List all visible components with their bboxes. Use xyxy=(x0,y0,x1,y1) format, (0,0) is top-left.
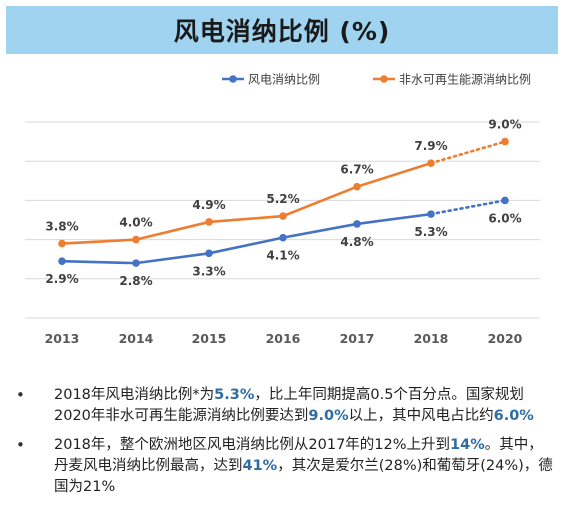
legend-swatch-marker xyxy=(229,75,237,83)
legend-label: 非水可再生能源消纳比例 xyxy=(399,73,531,87)
notes-list: • 2018年风电消纳比例*为5.3%，比上年同期提高0.5个百分点。国家规划20… xyxy=(10,385,555,506)
data-label: 7.9% xyxy=(414,139,447,153)
data-label: 4.8% xyxy=(340,235,373,249)
highlight-value: 5.3% xyxy=(214,387,255,403)
x-tick-label: 2017 xyxy=(340,331,375,346)
legend-label: 风电消纳比例 xyxy=(248,73,320,87)
series-projection-line xyxy=(429,140,507,165)
page-title: 风电消纳比例 (%) xyxy=(173,17,391,46)
series-line xyxy=(61,161,432,245)
note-segment: 。其中，丹麦风电消纳比例最高，达到 xyxy=(54,437,543,474)
data-label: 4.1% xyxy=(266,249,299,263)
line-chart: 2013 2014 2015 2016 2017 2018 2020 2.9% 2.8% 3.3%… xyxy=(25,73,540,346)
legend-item: 风电消纳比例 xyxy=(222,73,320,87)
note-text: 2018年风电消纳比例*为5.3%，比上年同期提高0.5个百分点。国家规划202… xyxy=(54,385,555,427)
note-segment: 2018年风电消纳比例*为 xyxy=(54,387,215,403)
note-segment: 以上，其中风电占比约 xyxy=(348,408,494,424)
data-label: 9.0% xyxy=(488,118,521,132)
highlight-value: 41% xyxy=(242,458,278,474)
legend-item: 非水可再生能源消纳比例 xyxy=(373,73,531,87)
x-tick-label: 2020 xyxy=(488,331,523,346)
note-segment: ，其次是爱尔兰(28%)和葡萄牙(24%)，德国为21% xyxy=(54,458,553,495)
data-label: 4.0% xyxy=(119,216,152,230)
note-text: 2018年，整个欧洲地区风电消纳比例从2017年的12%上升到14%。其中，丹麦… xyxy=(54,435,555,498)
data-label: 6.0% xyxy=(488,211,521,225)
highlight-value: 9.0% xyxy=(308,408,349,424)
series-line xyxy=(61,212,432,265)
data-point xyxy=(279,233,287,242)
data-label: 2.8% xyxy=(119,274,152,288)
data-point xyxy=(58,239,66,248)
data-label: 3.8% xyxy=(45,220,78,234)
data-point xyxy=(427,159,435,167)
data-label: 2.9% xyxy=(45,272,78,286)
note-item: • 2018年风电消纳比例*为5.3%，比上年同期提高0.5个百分点。国家规划20… xyxy=(10,385,555,427)
data-label: 3.3% xyxy=(192,264,225,278)
x-tick-label: 2015 xyxy=(192,331,227,346)
data-point xyxy=(205,249,213,258)
data-point xyxy=(501,137,509,146)
bullet-marker: • xyxy=(16,386,25,404)
note-segment: 2018年，整个欧洲地区风电消纳比例从2017年的12%上升到 xyxy=(54,437,451,453)
data-point xyxy=(427,210,435,218)
data-point xyxy=(132,259,140,267)
series-projection-line xyxy=(429,199,507,216)
note-segment: ，比上年同期提高0.5个百分点。国家规划2020年非水可再生能源消纳比例要达到 xyxy=(54,387,524,424)
data-label: 5.2% xyxy=(266,192,299,206)
data-point xyxy=(58,257,66,265)
note-item: • 2018年，整个欧洲地区风电消纳比例从2017年的12%上升到14%。其中，丹… xyxy=(10,435,555,498)
data-point xyxy=(132,235,140,244)
highlight-value: 6.0% xyxy=(493,408,534,424)
data-point xyxy=(353,182,361,191)
data-label: 5.3% xyxy=(414,225,447,239)
data-label: 4.9% xyxy=(192,198,225,212)
data-point xyxy=(279,212,287,220)
data-point xyxy=(205,218,213,226)
x-tick-label: 2013 xyxy=(45,331,80,346)
x-tick-label: 2014 xyxy=(119,331,154,346)
x-tick-label: 2016 xyxy=(266,331,301,346)
bullet-marker: • xyxy=(16,436,25,454)
highlight-value: 14% xyxy=(450,437,485,453)
x-tick-label: 2018 xyxy=(414,331,449,346)
legend-swatch-marker xyxy=(380,75,388,83)
data-point xyxy=(353,220,361,228)
title-band: 风电消纳比例 (%) xyxy=(6,6,558,54)
data-point xyxy=(501,196,509,205)
data-label: 6.7% xyxy=(340,163,373,177)
